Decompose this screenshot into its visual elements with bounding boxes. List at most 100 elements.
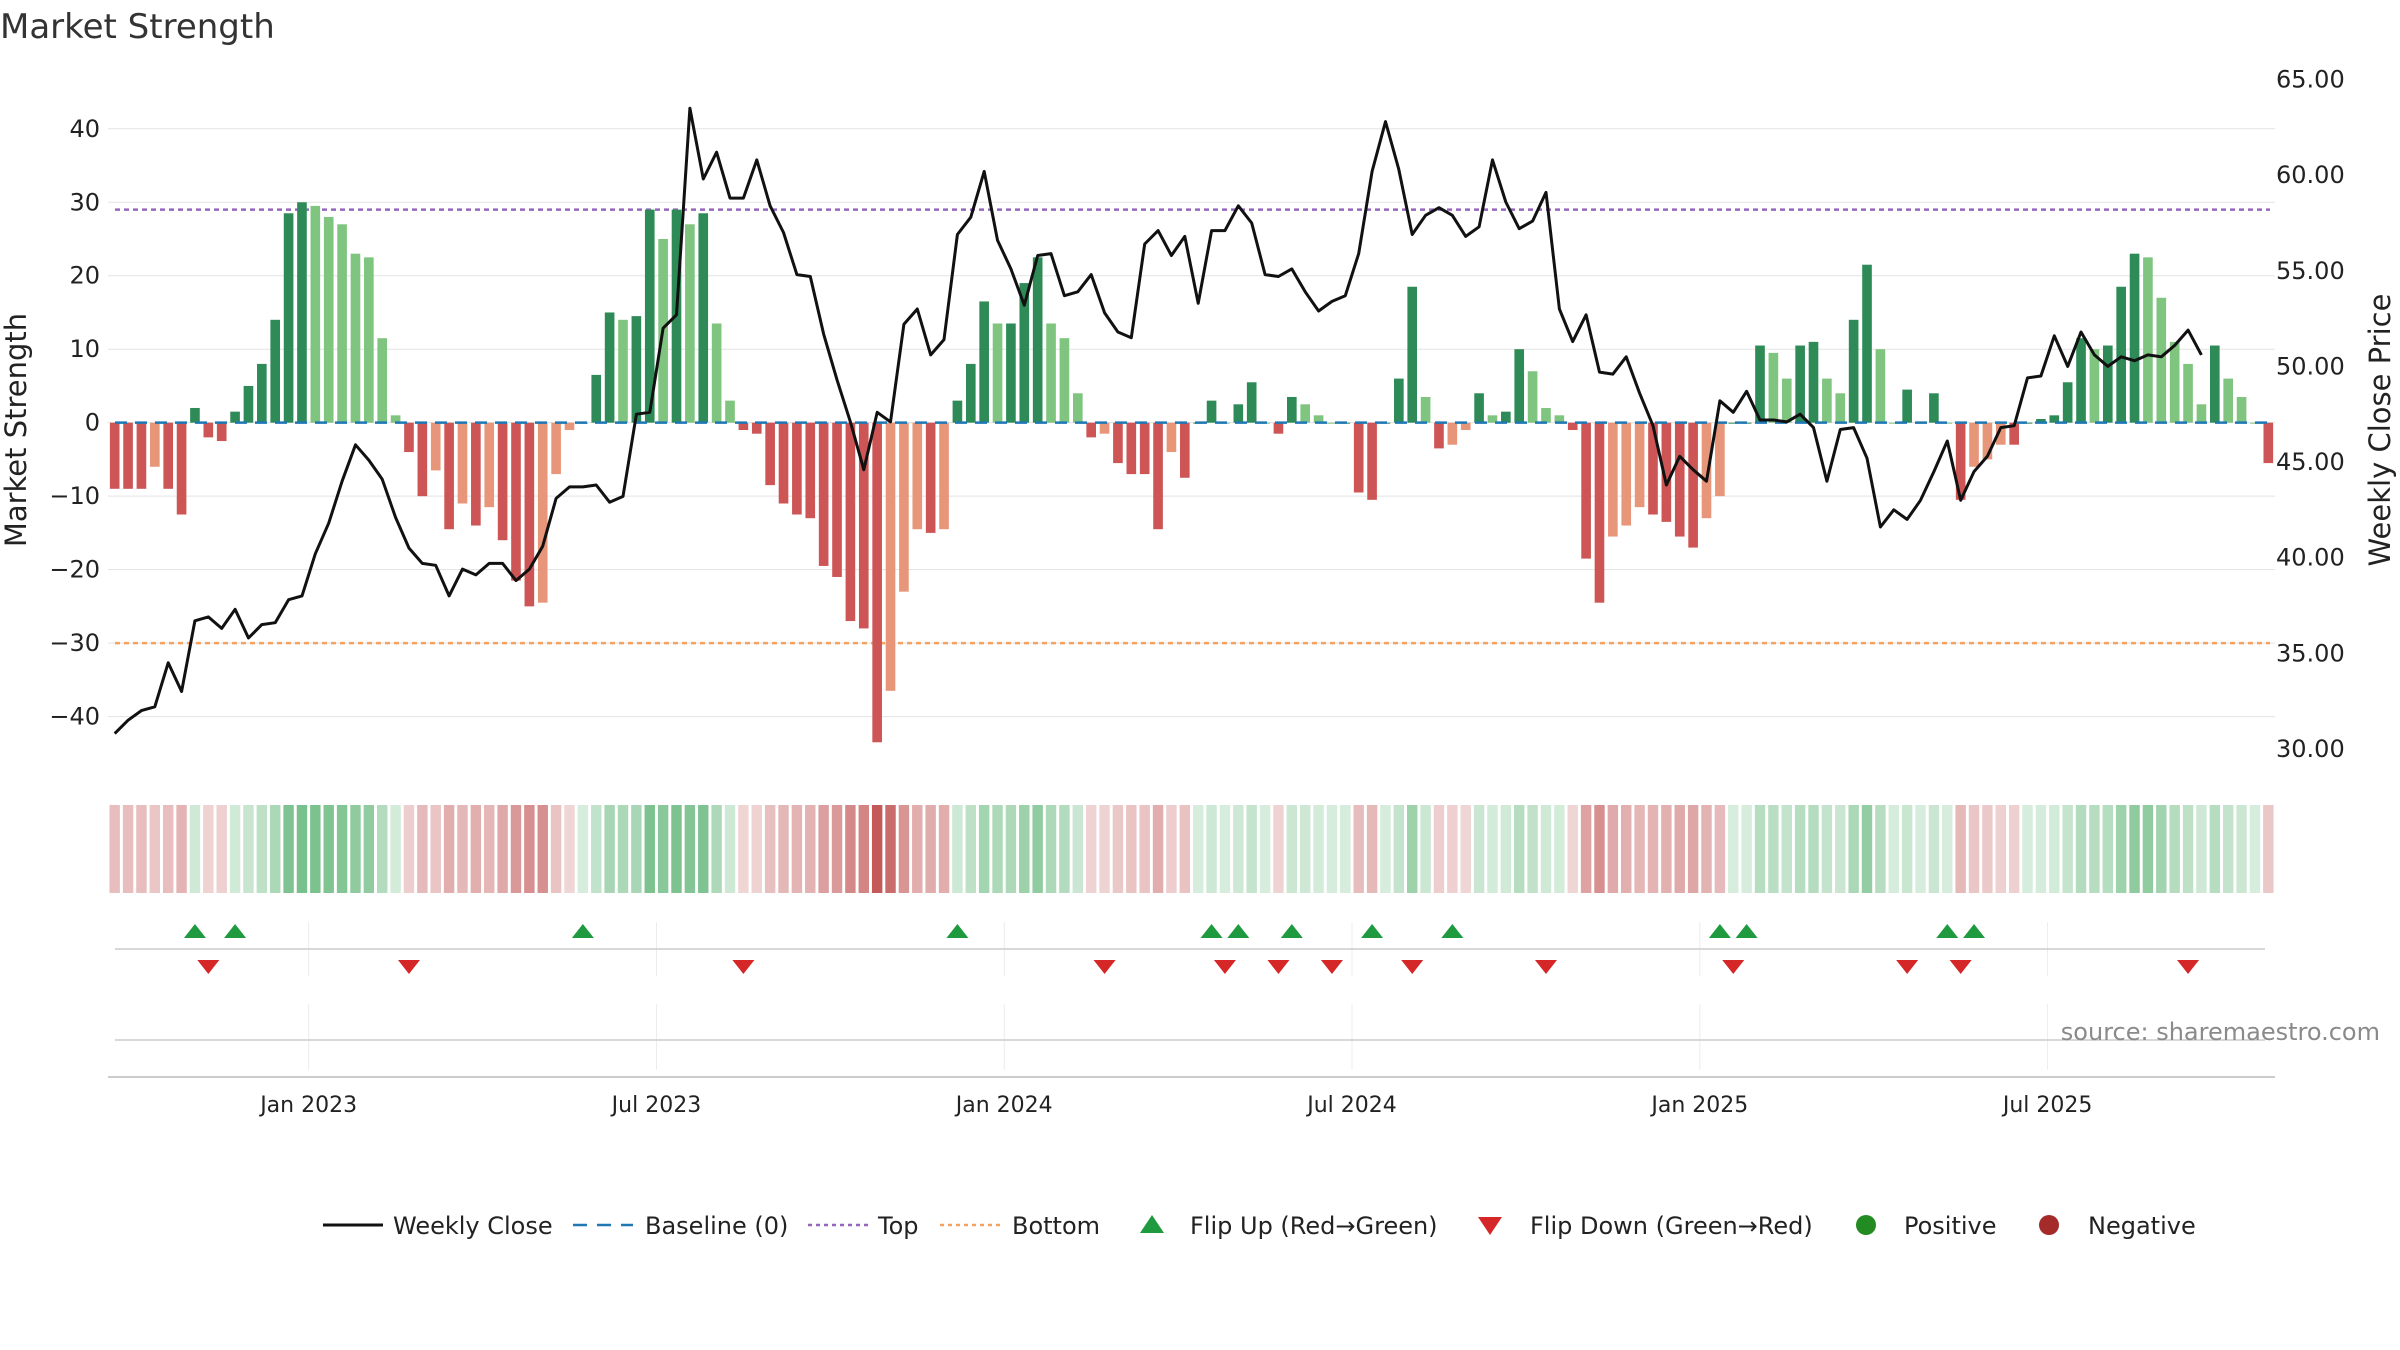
strength-bar	[2250, 422, 2260, 424]
heat-cell	[1273, 805, 1284, 893]
strength-bar	[1019, 283, 1030, 423]
heat-cell	[631, 805, 642, 893]
strength-bar	[591, 374, 602, 423]
heat-cell	[1915, 805, 1926, 893]
heat-cell	[296, 805, 308, 893]
flip-down-marker	[1722, 960, 1745, 974]
heat-cell	[1875, 805, 1886, 893]
heat-cell	[510, 805, 522, 893]
right-tick-label: 50.00	[2276, 352, 2345, 380]
weekly-close-line	[113, 106, 2203, 735]
strength-bar	[1822, 378, 1832, 423]
heat-cell	[1835, 805, 1846, 893]
left-tick-label: 20	[69, 262, 100, 290]
heat-cell	[2142, 805, 2154, 893]
heat-cell	[2196, 805, 2207, 893]
heat-cell	[2049, 805, 2060, 893]
left-tick-label: −10	[49, 482, 100, 510]
heat-cell	[1233, 805, 1244, 893]
heat-cell	[1888, 805, 1899, 893]
flip-up-marker	[183, 924, 206, 938]
flip-down-marker	[197, 960, 220, 974]
strength-bar	[2236, 396, 2247, 423]
left-tick-label: 30	[69, 188, 100, 216]
heat-cell	[925, 805, 936, 893]
strength-bar	[2196, 404, 2207, 423]
strength-bar	[430, 422, 441, 471]
heat-cell	[390, 805, 401, 893]
flip-up-marker	[1227, 924, 1250, 938]
right-axis-label: Weekly Close Price	[2363, 294, 2397, 567]
flip-down-marker	[1896, 960, 1919, 974]
legend-dot-icon	[1856, 1215, 1876, 1235]
flip-markers-panel	[115, 922, 2265, 1070]
heat-cell	[1808, 805, 1819, 893]
left-tick-label: 10	[69, 335, 100, 363]
strength-bar	[1768, 352, 1779, 423]
heat-cell	[243, 805, 254, 893]
heat-cell	[537, 805, 548, 893]
strength-bar	[1995, 422, 2006, 445]
strength-bar	[1554, 415, 1565, 423]
heat-cell	[457, 805, 468, 893]
strength-bar	[1781, 378, 1792, 423]
heat-cell	[176, 805, 187, 893]
strength-bar	[2116, 286, 2126, 423]
heat-cell	[1607, 805, 1619, 893]
x-tick-label: Jul 2025	[2001, 1093, 2093, 1118]
flip-down-marker	[1949, 960, 1972, 974]
heat-cell	[978, 805, 990, 893]
strength-bar	[150, 422, 160, 467]
heat-cell	[818, 805, 829, 893]
heat-cell	[122, 805, 134, 893]
heat-cell	[1687, 805, 1699, 893]
heat-cell	[1460, 805, 1471, 893]
strength-bar	[2062, 382, 2073, 423]
strength-bar	[216, 422, 227, 442]
heat-cell	[162, 805, 174, 893]
strength-bar	[2156, 297, 2167, 423]
strength-bar	[939, 422, 949, 530]
heat-cell	[1567, 805, 1578, 893]
strength-bar	[1206, 400, 1217, 423]
heat-cell	[1433, 805, 1445, 893]
strength-bar	[2263, 422, 2274, 464]
strength-bar	[1634, 422, 1645, 508]
chart-title: Market Strength	[0, 7, 275, 47]
right-tick-label: 55.00	[2276, 257, 2345, 285]
legend: Weekly Close Baseline (0) Top Bottom Flip Up…	[323, 1212, 2196, 1240]
strength-bar	[1072, 393, 1083, 423]
strength-bar	[1367, 422, 1377, 500]
heat-cell	[1139, 805, 1150, 893]
strength-bar	[899, 422, 909, 592]
heat-cell	[1594, 805, 1605, 893]
strength-bar	[163, 422, 174, 489]
heat-cell	[591, 805, 602, 893]
heat-cell	[2115, 805, 2127, 893]
flip-down-marker	[1093, 960, 1116, 974]
heat-cell	[1340, 805, 1351, 893]
strength-bar	[872, 422, 882, 743]
strength-bar	[1594, 422, 1605, 603]
flip-down-marker	[397, 960, 420, 974]
strength-bar	[912, 422, 923, 530]
heat-cell	[885, 805, 896, 893]
strength-bar	[1099, 422, 1110, 434]
strength-bar	[1153, 422, 1163, 530]
heat-cell	[1942, 805, 1953, 893]
strength-bar	[604, 312, 615, 423]
left-axis-label: Market Strength	[0, 313, 33, 547]
strength-bar	[2089, 349, 2100, 423]
strength-bar	[1246, 382, 1257, 423]
flip-up-marker	[1708, 924, 1731, 938]
x-tick-label: Jul 2023	[610, 1093, 702, 1118]
heat-cell	[2209, 805, 2221, 893]
heat-cell	[1206, 805, 1217, 893]
heat-cell	[1487, 805, 1498, 893]
strength-bar	[1086, 422, 1096, 438]
strength-bar	[778, 422, 789, 504]
heat-cell	[1794, 805, 1806, 893]
heat-cell	[216, 805, 227, 893]
heat-cell	[1005, 805, 1017, 893]
heat-cell	[764, 805, 776, 893]
